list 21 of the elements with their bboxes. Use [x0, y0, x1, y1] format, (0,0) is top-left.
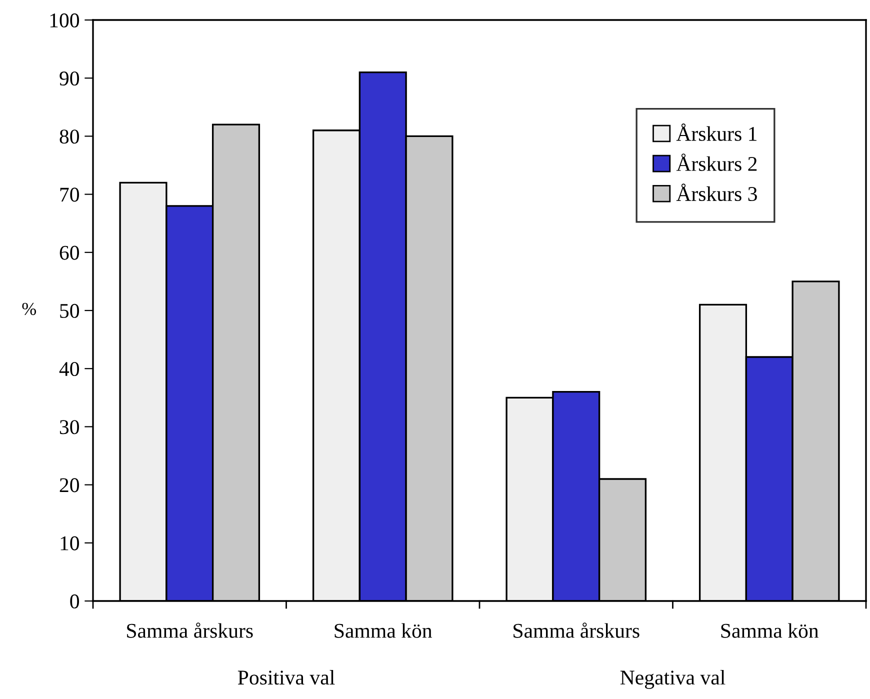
- x-tick-label: Samma årskurs: [127, 622, 253, 638]
- y-tick-label: 80: [60, 130, 80, 144]
- x-tick-label: Samma kön: [334, 623, 432, 638]
- y-tick-label: 10: [60, 536, 80, 550]
- y-tick-label: 40: [59, 362, 80, 376]
- text: Negativa val: [620, 670, 726, 689]
- y-axis-title: %: [22, 302, 36, 316]
- legend-label: Årskurs 2: [676, 154, 757, 171]
- legend-label: Årskurs 1: [676, 124, 756, 141]
- text: Positiva val: [238, 670, 335, 685]
- legend-label: Årskurs 3: [676, 184, 757, 202]
- y-tick-label: 50: [60, 304, 80, 318]
- y-tick-label: 20: [60, 478, 80, 492]
- y-tick-label: 90: [60, 71, 80, 86]
- y-tick-label: 0: [70, 594, 80, 608]
- y-tick-label: 30: [60, 420, 80, 434]
- y-tick-label: 100: [50, 13, 80, 28]
- x-tick-label: Samma årskurs: [514, 622, 640, 638]
- y-tick-label: 70: [60, 188, 80, 202]
- x-tick-label: Samma kön: [721, 623, 819, 638]
- y-tick-label: 60: [60, 246, 80, 260]
